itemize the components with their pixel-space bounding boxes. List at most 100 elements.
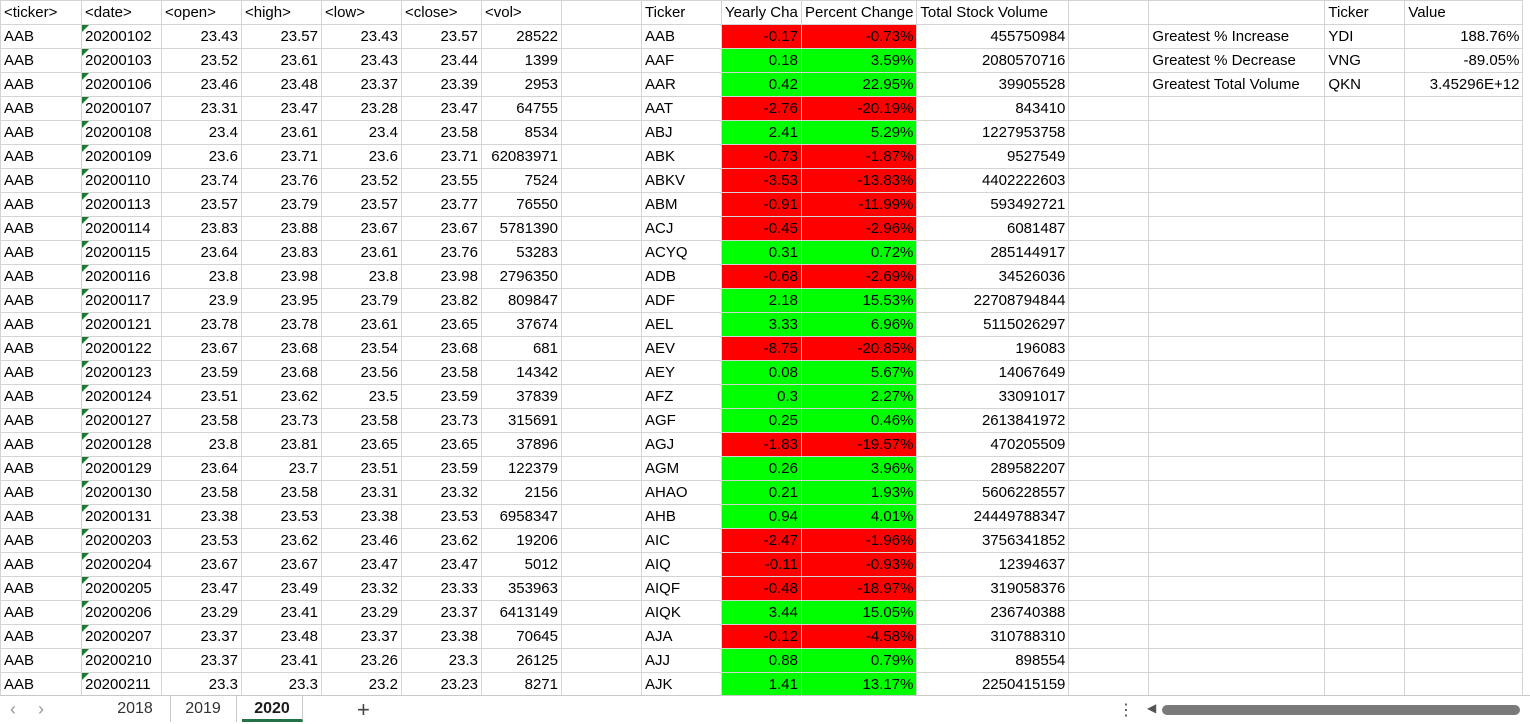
- cell[interactable]: [561, 480, 642, 505]
- cell[interactable]: [561, 360, 642, 385]
- raw-data-cell[interactable]: AAB: [0, 312, 82, 337]
- summary-cell[interactable]: -0.91: [721, 192, 802, 217]
- raw-data-cell[interactable]: 28522: [481, 24, 562, 49]
- summary-cell[interactable]: 34526036: [916, 264, 1070, 289]
- raw-header-cell[interactable]: <low>: [321, 0, 402, 25]
- summary-cell[interactable]: 5115026297: [916, 312, 1070, 337]
- raw-data-cell[interactable]: 20200114: [81, 216, 162, 241]
- summary-cell[interactable]: -13.83%: [800, 168, 918, 193]
- cell[interactable]: [1148, 360, 1326, 385]
- raw-data-cell[interactable]: AAB: [0, 552, 82, 577]
- summary-cell[interactable]: 15.05%: [800, 600, 918, 625]
- raw-data-cell[interactable]: 23.57: [321, 192, 402, 217]
- cell[interactable]: [1068, 456, 1150, 481]
- raw-data-cell[interactable]: 23.9: [161, 288, 242, 313]
- raw-data-cell[interactable]: 23.68: [241, 360, 322, 385]
- raw-data-cell[interactable]: 23.7: [241, 456, 322, 481]
- cell[interactable]: [1404, 312, 1524, 337]
- cell[interactable]: [1404, 480, 1524, 505]
- raw-data-cell[interactable]: 23.56: [321, 360, 402, 385]
- stats-cell[interactable]: VNG: [1324, 48, 1406, 73]
- raw-data-cell[interactable]: 2796350: [481, 264, 562, 289]
- summary-cell[interactable]: 470205509: [916, 432, 1070, 457]
- raw-data-cell[interactable]: 37896: [481, 432, 562, 457]
- cell[interactable]: [1324, 408, 1406, 433]
- cell[interactable]: [1148, 312, 1326, 337]
- summary-cell[interactable]: 898554: [916, 648, 1070, 673]
- cell[interactable]: [561, 24, 642, 49]
- raw-data-cell[interactable]: 23.58: [321, 408, 402, 433]
- raw-data-cell[interactable]: 23.33: [401, 576, 482, 601]
- raw-data-cell[interactable]: 20200117: [81, 288, 162, 313]
- summary-cell[interactable]: 22.95%: [800, 72, 918, 97]
- raw-data-cell[interactable]: 20200131: [81, 504, 162, 529]
- raw-data-cell[interactable]: 23.68: [401, 336, 482, 361]
- raw-data-cell[interactable]: 7524: [481, 168, 562, 193]
- stats-cell[interactable]: -89.05%: [1404, 48, 1524, 73]
- cell[interactable]: [1324, 360, 1406, 385]
- raw-data-cell[interactable]: AAB: [0, 192, 82, 217]
- cell[interactable]: [1068, 528, 1150, 553]
- tab-2020[interactable]: 2020: [242, 696, 303, 722]
- cell[interactable]: [561, 48, 642, 73]
- raw-data-cell[interactable]: 62083971: [481, 144, 562, 169]
- summary-cell[interactable]: 12394637: [916, 552, 1070, 577]
- summary-cell[interactable]: AEV: [641, 336, 722, 361]
- stats-cell[interactable]: 188.76%: [1404, 24, 1524, 49]
- summary-cell[interactable]: 0.72%: [800, 240, 918, 265]
- raw-data-cell[interactable]: 23.83: [241, 240, 322, 265]
- cell[interactable]: [1068, 0, 1150, 25]
- cell[interactable]: [1068, 648, 1150, 673]
- raw-data-cell[interactable]: 37674: [481, 312, 562, 337]
- raw-data-cell[interactable]: 809847: [481, 288, 562, 313]
- raw-data-cell[interactable]: 23.61: [241, 48, 322, 73]
- raw-header-cell[interactable]: <high>: [241, 0, 322, 25]
- raw-data-cell[interactable]: AAB: [0, 600, 82, 625]
- cell[interactable]: [1324, 120, 1406, 145]
- cell[interactable]: [1068, 336, 1150, 361]
- raw-data-cell[interactable]: 23.47: [161, 576, 242, 601]
- raw-data-cell[interactable]: 23.6: [321, 144, 402, 169]
- summary-cell[interactable]: 5606228557: [916, 480, 1070, 505]
- summary-cell[interactable]: 1227953758: [916, 120, 1070, 145]
- raw-data-cell[interactable]: 23.43: [161, 24, 242, 49]
- raw-data-cell[interactable]: 23.32: [401, 480, 482, 505]
- raw-data-cell[interactable]: 23.88: [241, 216, 322, 241]
- summary-cell[interactable]: AFZ: [641, 384, 722, 409]
- raw-data-cell[interactable]: AAB: [0, 48, 82, 73]
- summary-cell[interactable]: 3756341852: [916, 528, 1070, 553]
- raw-data-cell[interactable]: 23.79: [241, 192, 322, 217]
- cell[interactable]: [1068, 624, 1150, 649]
- cell[interactable]: [561, 168, 642, 193]
- more-options-icon[interactable]: ⋮: [1118, 702, 1134, 719]
- cell[interactable]: [1148, 216, 1326, 241]
- tab-2019[interactable]: 2019: [170, 696, 237, 722]
- cell[interactable]: [1148, 120, 1326, 145]
- cell[interactable]: [1148, 384, 1326, 409]
- raw-header-cell[interactable]: <ticker>: [0, 0, 82, 25]
- raw-data-cell[interactable]: 23.53: [161, 528, 242, 553]
- cell[interactable]: [1068, 552, 1150, 577]
- stats-header-cell[interactable]: Value: [1404, 0, 1524, 25]
- raw-data-cell[interactable]: AAB: [0, 360, 82, 385]
- raw-data-cell[interactable]: 20200116: [81, 264, 162, 289]
- cell[interactable]: [1148, 552, 1326, 577]
- summary-cell[interactable]: -18.97%: [800, 576, 918, 601]
- raw-data-cell[interactable]: 20200205: [81, 576, 162, 601]
- summary-cell[interactable]: -0.11: [721, 552, 802, 577]
- raw-data-cell[interactable]: 23.65: [401, 312, 482, 337]
- summary-cell[interactable]: -19.57%: [800, 432, 918, 457]
- raw-data-cell[interactable]: 23.47: [401, 96, 482, 121]
- summary-cell[interactable]: ABJ: [641, 120, 722, 145]
- cell[interactable]: [561, 336, 642, 361]
- summary-cell[interactable]: 4.01%: [800, 504, 918, 529]
- summary-cell[interactable]: 0.18: [721, 48, 802, 73]
- cell[interactable]: [561, 312, 642, 337]
- raw-data-cell[interactable]: AAB: [0, 480, 82, 505]
- cell[interactable]: [1068, 288, 1150, 313]
- raw-data-cell[interactable]: 23.44: [401, 48, 482, 73]
- raw-data-cell[interactable]: 20200121: [81, 312, 162, 337]
- summary-cell[interactable]: 22708794844: [916, 288, 1070, 313]
- cell[interactable]: [1404, 288, 1524, 313]
- raw-data-cell[interactable]: 23.29: [161, 600, 242, 625]
